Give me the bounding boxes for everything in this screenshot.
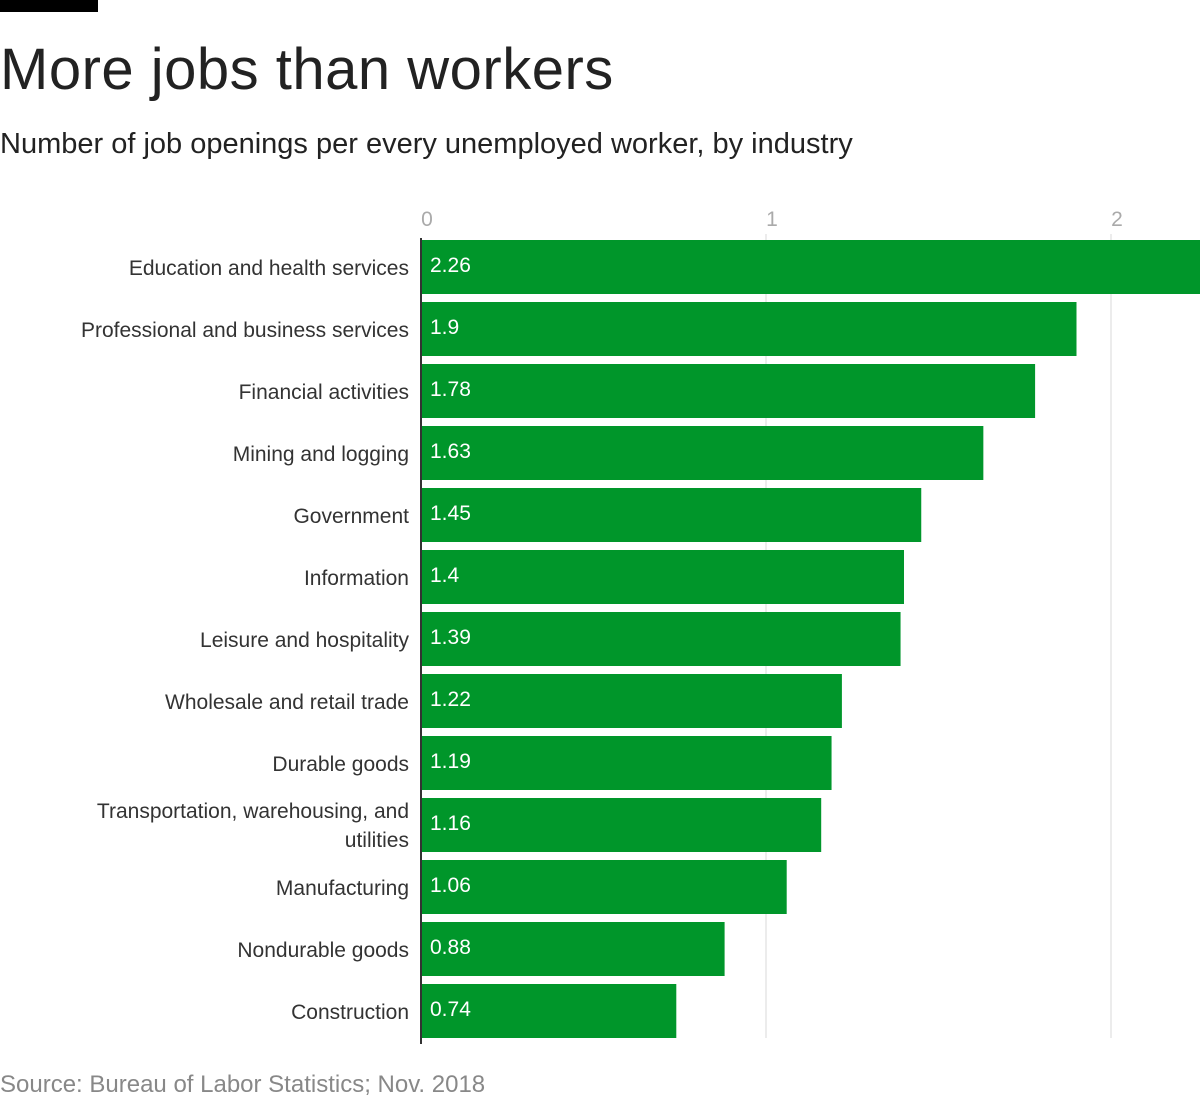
bar xyxy=(421,984,677,1038)
category-label: Nondurable goods xyxy=(237,939,409,962)
bar xyxy=(421,736,832,790)
x-tick-label: 1 xyxy=(766,208,778,231)
bar xyxy=(421,364,1036,418)
category-label: Leisure and hospitality xyxy=(200,629,409,652)
category-label: Transportation, warehousing, and xyxy=(97,800,409,823)
category-label: Financial activities xyxy=(239,381,409,404)
bar xyxy=(421,798,822,852)
bar xyxy=(421,612,901,666)
category-label: Construction xyxy=(291,1001,409,1024)
category-label: Wholesale and retail trade xyxy=(165,691,409,714)
bar xyxy=(421,674,842,728)
data-label: 1.45 xyxy=(430,502,471,525)
data-label: 1.16 xyxy=(430,812,471,835)
x-tick-label: 0 xyxy=(421,208,433,231)
brand-bar xyxy=(0,0,98,12)
bar xyxy=(421,426,984,480)
data-label: 1.4 xyxy=(430,564,460,587)
data-label: 2.26 xyxy=(430,254,471,277)
bar xyxy=(421,240,1200,294)
data-label: 1.22 xyxy=(430,688,471,711)
category-label: Mining and logging xyxy=(233,443,409,466)
category-label: Durable goods xyxy=(272,753,409,776)
data-label: 1.78 xyxy=(430,378,471,401)
data-label: 1.19 xyxy=(430,750,471,773)
data-label: 1.63 xyxy=(430,440,471,463)
category-label: Information xyxy=(304,567,409,590)
chart-title: More jobs than workers xyxy=(0,37,614,102)
data-label: 1.9 xyxy=(430,316,459,339)
data-label: 1.06 xyxy=(430,874,471,897)
bar xyxy=(421,488,922,542)
category-label: utilities xyxy=(345,829,409,852)
bar xyxy=(421,860,787,914)
category-label: Government xyxy=(293,505,409,528)
category-label: Education and health services xyxy=(129,257,409,280)
data-label: 1.39 xyxy=(430,626,471,649)
data-label: 0.74 xyxy=(430,998,471,1021)
chart-subtitle: Number of job openings per every unemplo… xyxy=(0,128,853,160)
bar xyxy=(421,302,1077,356)
x-tick-label: 2 xyxy=(1111,208,1123,231)
bar xyxy=(421,550,904,604)
category-label: Manufacturing xyxy=(276,877,409,900)
bar xyxy=(421,922,725,976)
data-label: 0.88 xyxy=(430,936,471,959)
category-label: Professional and business services xyxy=(81,319,409,342)
source-note: Source: Bureau of Labor Statistics; Nov.… xyxy=(0,1071,486,1098)
